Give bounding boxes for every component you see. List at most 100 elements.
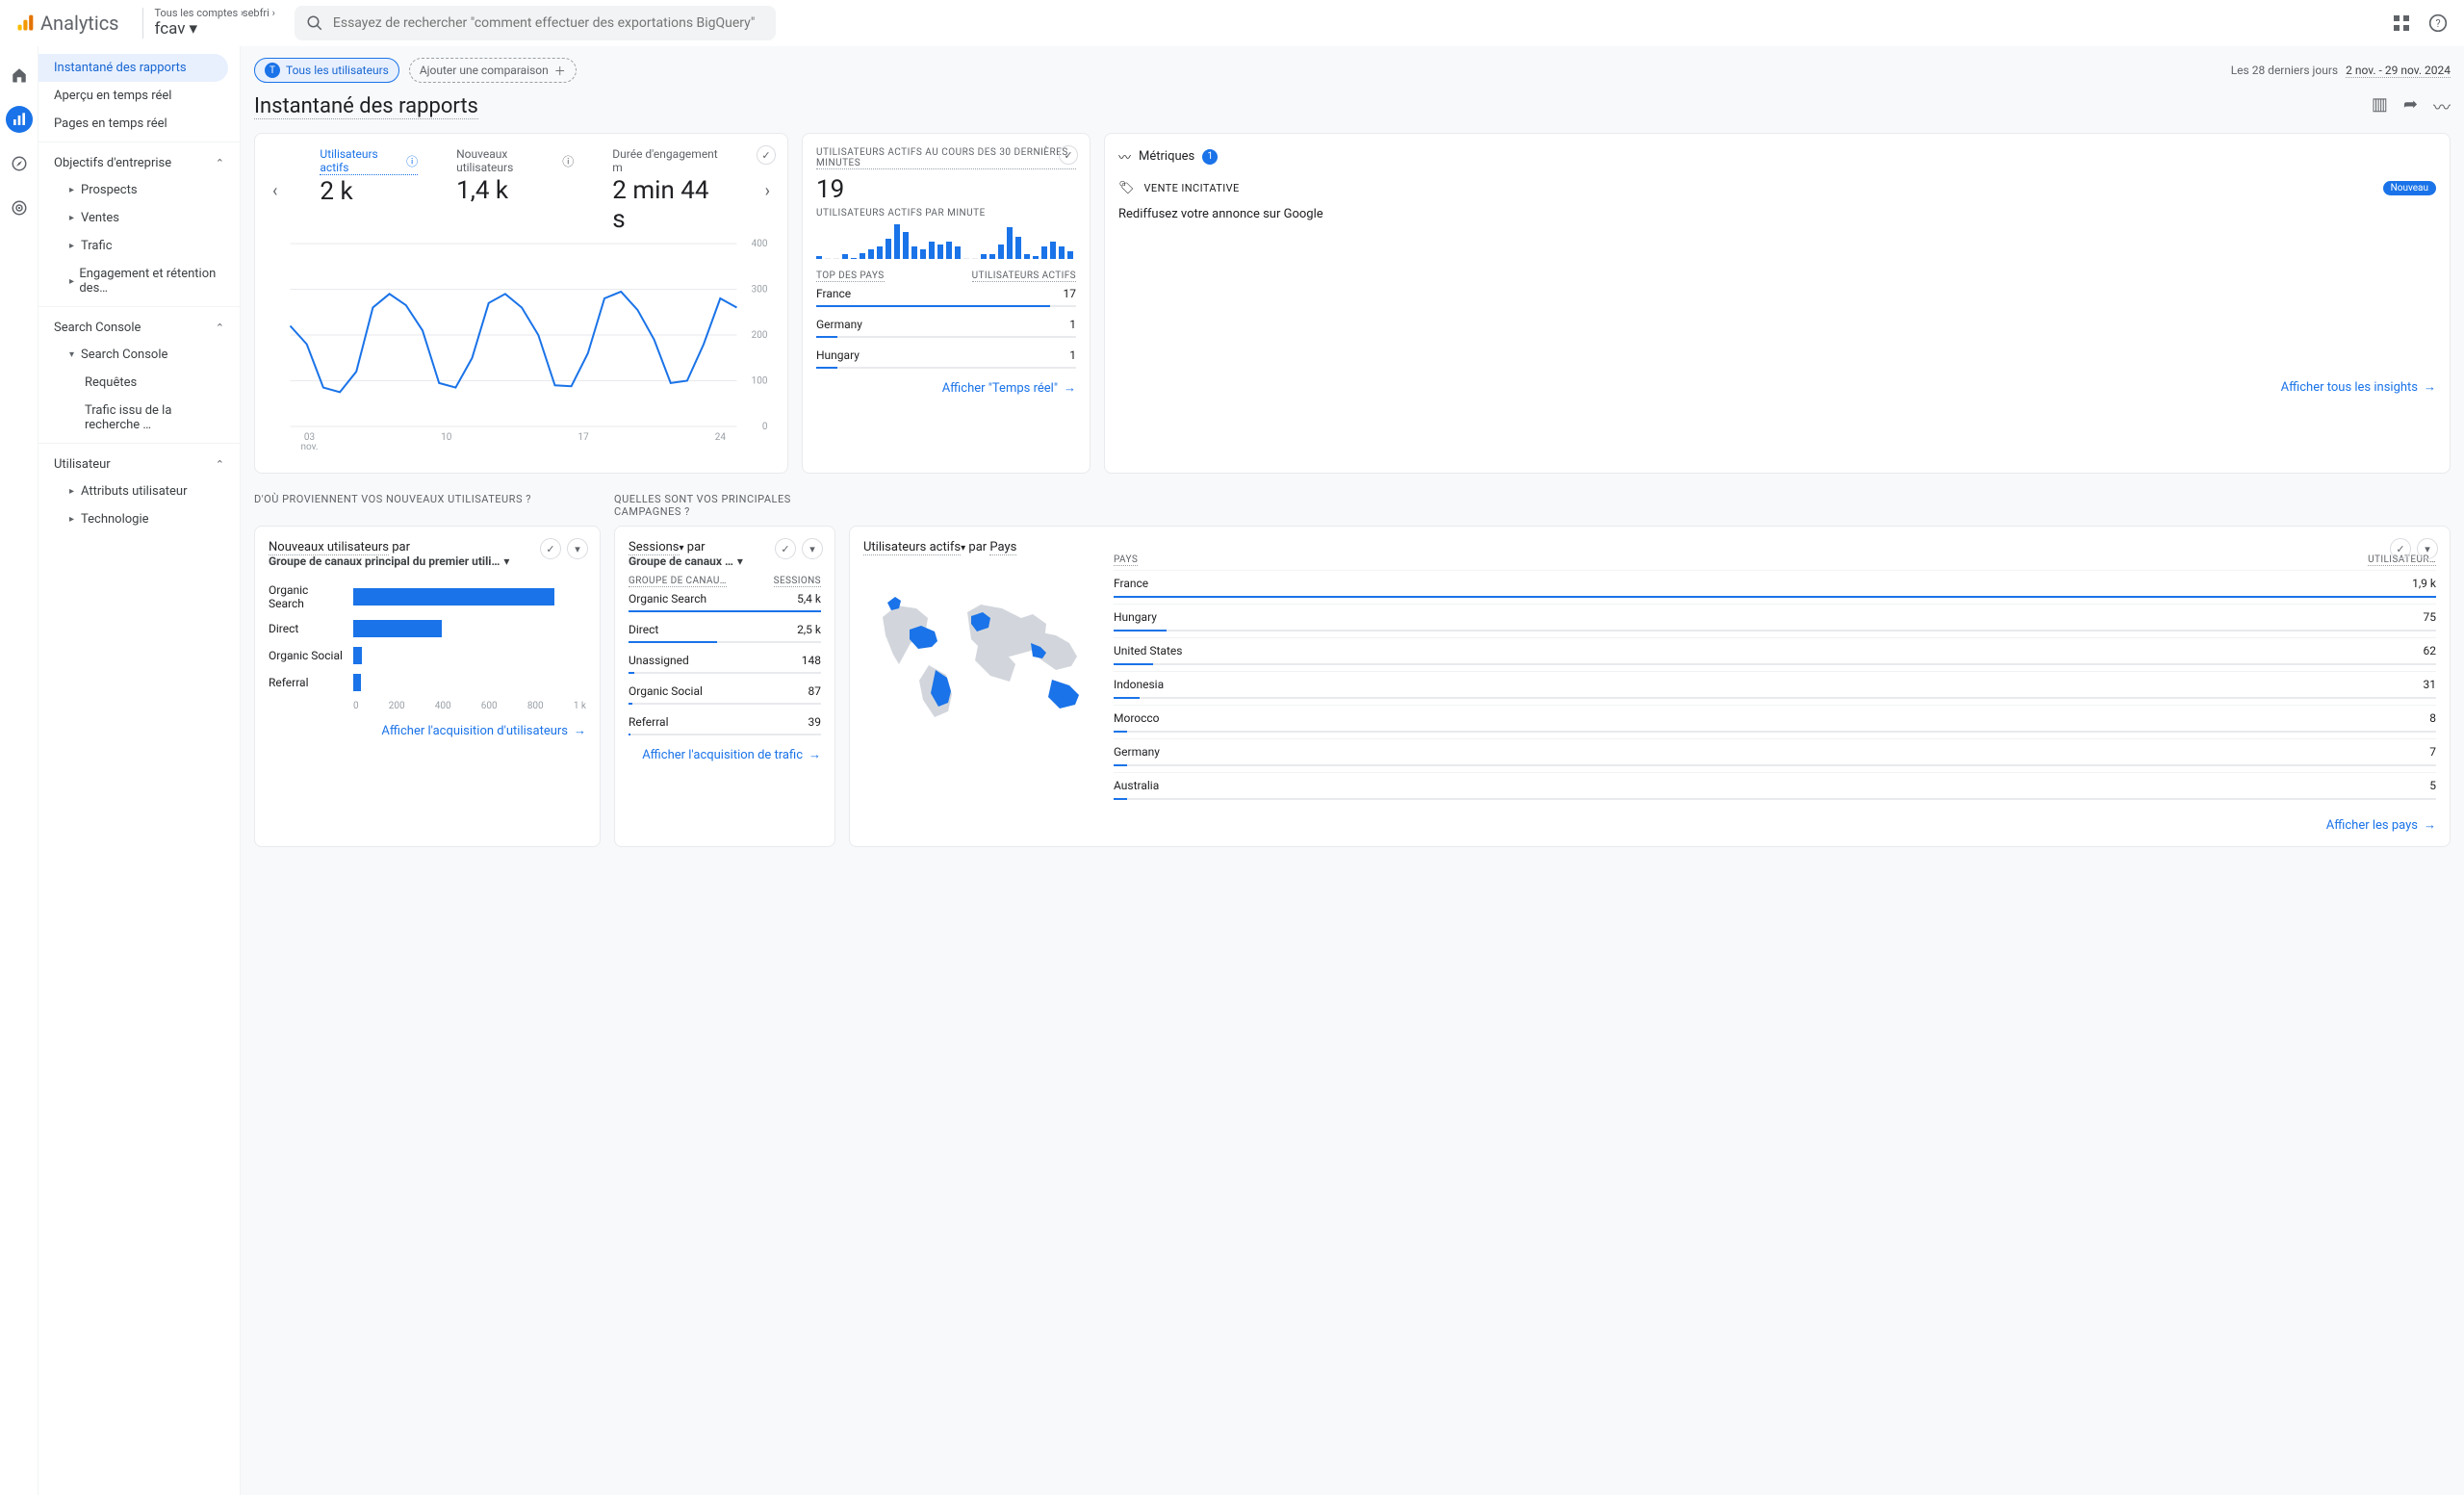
bar-row[interactable]: Organic Search — [269, 583, 586, 610]
date-range-picker[interactable]: Les 28 derniers jours 2 nov. - 29 nov. 2… — [2231, 64, 2451, 78]
link-view-countries[interactable]: Afficher les pays→ — [863, 817, 2436, 833]
logo-text: Analytics — [40, 12, 119, 35]
world-map — [863, 574, 1094, 728]
table-row[interactable]: Australia5 — [1114, 772, 2436, 798]
table-row[interactable]: United States62 — [1114, 637, 2436, 663]
sidebar-item-traffic[interactable]: ▸Trafic — [38, 232, 240, 260]
help-icon: ⓘ — [562, 153, 574, 169]
status-check-icon[interactable]: ✓ — [540, 538, 561, 559]
bar-row[interactable]: Organic Social — [269, 647, 586, 664]
sidebar-item-organic-traffic[interactable]: Trafic issu de la recherche … — [38, 397, 240, 439]
status-check-icon[interactable]: ✓ — [1059, 145, 1078, 165]
table-row[interactable]: Indonesia31 — [1114, 671, 2436, 697]
customize-icon[interactable]: ▥ — [2372, 94, 2388, 119]
sidebar-item-queries[interactable]: Requêtes — [38, 369, 240, 397]
insights-spark-icon[interactable]: 〰 — [2433, 94, 2451, 119]
rail-advertising-icon[interactable] — [6, 194, 33, 221]
dropdown-icon[interactable]: ▾ — [567, 538, 588, 559]
sidebar-item-search-console[interactable]: ▾Search Console — [38, 341, 240, 369]
table-row[interactable]: Germany7 — [1114, 738, 2436, 764]
rail-home-icon[interactable] — [6, 62, 33, 89]
sidebar-item-engagement[interactable]: ▸Engagement et rétention des… — [38, 260, 240, 302]
status-check-icon[interactable]: ✓ — [775, 538, 796, 559]
table-row[interactable]: Hungary75 — [1114, 604, 2436, 630]
arrow-right-icon: → — [808, 747, 821, 762]
svg-text:10: 10 — [441, 432, 452, 443]
sidebar-section-user[interactable]: Utilisateur⌃ — [38, 448, 240, 477]
search-input[interactable] — [333, 15, 764, 31]
table-row[interactable]: France17 — [816, 282, 1076, 305]
card-realtime: ✓ UTILISATEURS ACTIFS AU COURS DES 30 DE… — [802, 133, 1091, 474]
kpi-active-users[interactable]: Utilisateurs actifs ⓘ 2 k — [320, 147, 418, 206]
kpi-prev-icon[interactable]: ‹ — [269, 181, 281, 201]
kpi-engagement[interactable]: Durée d'engagement m 2 min 44 s — [612, 147, 722, 234]
kpi-next-icon[interactable]: › — [761, 181, 774, 201]
realtime-bar-chart — [816, 224, 1076, 259]
chip-add-comparison[interactable]: Ajouter une comparaison＋ — [409, 58, 577, 83]
dropdown-icon[interactable]: ▾ — [802, 538, 823, 559]
sidebar-item-realtime-pages[interactable]: Pages en temps réel — [38, 110, 240, 138]
arrow-right-icon: → — [2424, 379, 2436, 395]
caret-down-icon: ▾ — [189, 19, 197, 39]
sidebar-item-user-attributes[interactable]: ▸Attributs utilisateur — [38, 477, 240, 505]
property-name: fcav — [155, 19, 186, 39]
comparison-bar: TTous les utilisateurs Ajouter une compa… — [254, 46, 2451, 94]
arrow-right-icon: → — [1064, 380, 1076, 396]
logo[interactable]: Analytics — [15, 12, 119, 35]
table-row[interactable]: Direct2,5 k — [629, 618, 821, 641]
table-row[interactable]: Germany1 — [816, 313, 1076, 336]
link-view-user-acquisition[interactable]: Afficher l'acquisition d'utilisateurs→ — [269, 723, 586, 738]
analytics-logo-icon — [15, 13, 35, 33]
kpi-new-users[interactable]: Nouveaux utilisateurs ⓘ 1,4 k — [456, 147, 574, 205]
help-icon[interactable]: ? — [2427, 13, 2449, 34]
sidebar-item-snapshot[interactable]: Instantané des rapports — [38, 54, 228, 82]
bar-row[interactable]: Direct — [269, 620, 586, 637]
section-label-campaigns: QUELLES SONT VOS PRINCIPALES CAMPAGNES ? — [614, 493, 835, 518]
sidebar-item-sales[interactable]: ▸Ventes — [38, 204, 240, 232]
realtime-subtitle: UTILISATEURS ACTIFS PAR MINUTE — [816, 208, 1076, 219]
table-row[interactable]: France1,9 k — [1114, 570, 2436, 596]
rail-explore-icon[interactable] — [6, 150, 33, 177]
table-header: GROUPE DE CANAU… — [629, 576, 727, 587]
table-row[interactable]: Organic Search5,4 k — [629, 587, 821, 610]
bar-row[interactable]: Referral — [269, 674, 586, 691]
svg-text:300: 300 — [752, 285, 768, 296]
topbar: Analytics Tous les comptessebfri fcav▾ ? — [0, 0, 2464, 46]
sidebar-item-technology[interactable]: ▸Technologie — [38, 505, 240, 533]
left-rail — [0, 46, 38, 1495]
tag-icon: 🏷 — [1118, 181, 1135, 195]
search-bar[interactable] — [295, 6, 776, 40]
insight-text[interactable]: Rediffusez votre annonce sur Google — [1118, 203, 2436, 225]
card-sessions-by-channel: ✓▾ Sessions▾ par Groupe de canaux …▾ GRO… — [614, 526, 835, 847]
table-row[interactable]: Morocco8 — [1114, 705, 2436, 731]
table-row[interactable]: Organic Social87 — [629, 680, 821, 703]
chevron-up-icon: ⌃ — [216, 322, 224, 334]
account-picker[interactable]: Tous les comptessebfri fcav▾ — [155, 7, 275, 39]
sidebar-section-business[interactable]: Objectifs d'entreprise⌃ — [38, 146, 240, 176]
table-header: UTILISATEURS ACTIFS — [972, 271, 1076, 282]
sidebar-item-prospects[interactable]: ▸Prospects — [38, 176, 240, 204]
realtime-count: 19 — [816, 175, 1076, 204]
sidebar-section-search-console[interactable]: Search Console⌃ — [38, 311, 240, 341]
dropdown-icon[interactable]: ▾ — [2417, 538, 2438, 559]
link-view-realtime[interactable]: Afficher "Temps réel"→ — [816, 380, 1076, 396]
link-view-insights[interactable]: Afficher tous les insights→ — [1118, 379, 2436, 395]
status-check-icon[interactable]: ✓ — [2390, 538, 2411, 559]
card-new-users-by-channel: ✓▾ Nouveaux utilisateurs par Groupe de c… — [254, 526, 601, 847]
table-row[interactable]: Referral39 — [629, 710, 821, 734]
chip-all-users[interactable]: TTous les utilisateurs — [254, 58, 399, 83]
arrow-right-icon: → — [574, 723, 586, 738]
card-insights: 〰 Métriques 1 🏷 VENTE INCITATIVE Nouveau… — [1104, 133, 2451, 474]
share-icon[interactable]: ➦ — [2403, 94, 2418, 119]
rail-reports-icon[interactable] — [6, 106, 33, 133]
main-line-chart: 010020030040003nov.101724 — [269, 234, 774, 455]
table-row[interactable]: Unassigned148 — [629, 649, 821, 672]
sidebar-item-realtime-overview[interactable]: Aperçu en temps réel — [38, 82, 240, 110]
dimension-picker[interactable]: Groupe de canaux principal du premier ut… — [269, 554, 586, 568]
table-header: SESSIONS — [774, 576, 821, 587]
table-row[interactable]: Hungary1 — [816, 344, 1076, 367]
apps-icon[interactable] — [2391, 13, 2412, 34]
link-view-traffic-acquisition[interactable]: Afficher l'acquisition de trafic→ — [629, 747, 821, 762]
plus-icon: ＋ — [554, 63, 566, 79]
status-check-icon[interactable]: ✓ — [757, 145, 776, 165]
